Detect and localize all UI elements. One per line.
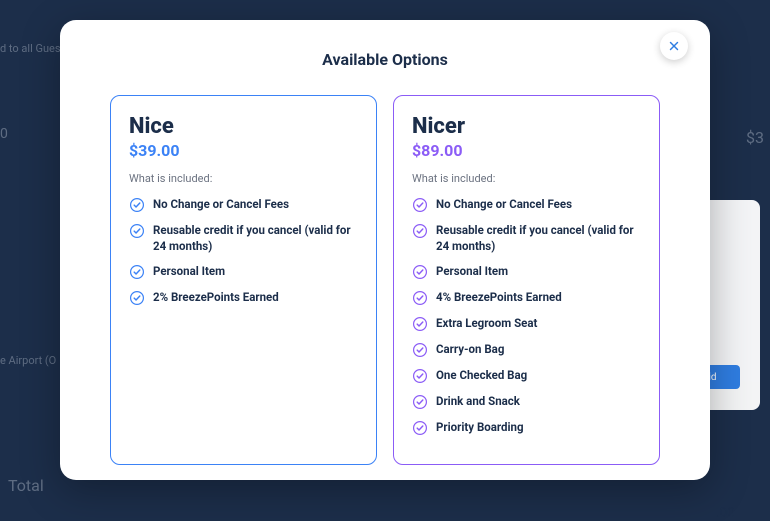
feature-item: Reusable credit if you cancel (valid for… <box>412 223 641 254</box>
feature-item: Reusable credit if you cancel (valid for… <box>129 223 358 254</box>
feature-text: Priority Boarding <box>436 420 524 436</box>
check-icon <box>412 290 428 306</box>
bg-text-price-right: $3 <box>746 128 764 147</box>
bg-text-guests: d to all Gues <box>0 42 61 55</box>
feature-text: No Change or Cancel Fees <box>153 197 289 213</box>
feature-item: No Change or Cancel Fees <box>129 197 358 213</box>
check-icon <box>412 368 428 384</box>
feature-text: One Checked Bag <box>436 368 527 384</box>
feature-text: Drink and Snack <box>436 394 520 410</box>
feature-text: 2% BreezePoints Earned <box>153 290 279 306</box>
feature-item: Extra Legroom Seat <box>412 316 641 332</box>
check-icon <box>412 197 428 213</box>
feature-item: 4% BreezePoints Earned <box>412 290 641 306</box>
check-icon <box>412 223 428 239</box>
feature-text: No Change or Cancel Fees <box>436 197 572 213</box>
check-icon <box>129 197 145 213</box>
feature-text: Personal Item <box>153 264 225 280</box>
plan-price-nice: $39.00 <box>129 141 358 160</box>
feature-item: One Checked Bag <box>412 368 641 384</box>
bg-panel-price: .00 <box>716 505 735 521</box>
included-label-nicer: What is included: <box>412 172 641 185</box>
bg-text-total: Total <box>8 476 44 495</box>
feature-text: 4% BreezePoints Earned <box>436 290 562 306</box>
included-label-nice: What is included: <box>129 172 358 185</box>
feature-item: Personal Item <box>129 264 358 280</box>
check-icon <box>412 342 428 358</box>
feature-item: Personal Item <box>412 264 641 280</box>
plan-cards-container: Nice $39.00 What is included: No Change … <box>110 95 660 465</box>
plan-card-nice[interactable]: Nice $39.00 What is included: No Change … <box>110 95 377 465</box>
feature-text: Extra Legroom Seat <box>436 316 537 332</box>
check-icon <box>412 394 428 410</box>
feature-text: Reusable credit if you cancel (valid for… <box>153 223 358 254</box>
check-icon <box>129 223 145 239</box>
check-icon <box>412 264 428 280</box>
feature-item: No Change or Cancel Fees <box>412 197 641 213</box>
options-modal: Available Options Nice $39.00 What is in… <box>60 20 710 480</box>
feature-text: Reusable credit if you cancel (valid for… <box>436 223 641 254</box>
feature-text: Carry-on Bag <box>436 342 504 358</box>
bg-text-price-left: 0 <box>0 126 8 142</box>
check-icon <box>129 264 145 280</box>
plan-card-nicer[interactable]: Nicer $89.00 What is included: No Change… <box>393 95 660 465</box>
feature-item: Drink and Snack <box>412 394 641 410</box>
close-icon <box>667 39 681 53</box>
close-button[interactable] <box>660 32 688 60</box>
feature-item: Carry-on Bag <box>412 342 641 358</box>
plan-title-nice: Nice <box>129 114 358 139</box>
features-list-nice: No Change or Cancel Fees Reusable credit … <box>129 197 358 306</box>
modal-title: Available Options <box>110 50 660 69</box>
feature-item: Priority Boarding <box>412 420 641 436</box>
feature-text: Personal Item <box>436 264 508 280</box>
plan-price-nicer: $89.00 <box>412 141 641 160</box>
check-icon <box>129 290 145 306</box>
plan-title-nicer: Nicer <box>412 114 641 139</box>
check-icon <box>412 420 428 436</box>
check-icon <box>412 316 428 332</box>
features-list-nicer: No Change or Cancel Fees Reusable credit … <box>412 197 641 436</box>
feature-item: 2% BreezePoints Earned <box>129 290 358 306</box>
bg-text-airport: e Airport (O <box>0 354 56 367</box>
